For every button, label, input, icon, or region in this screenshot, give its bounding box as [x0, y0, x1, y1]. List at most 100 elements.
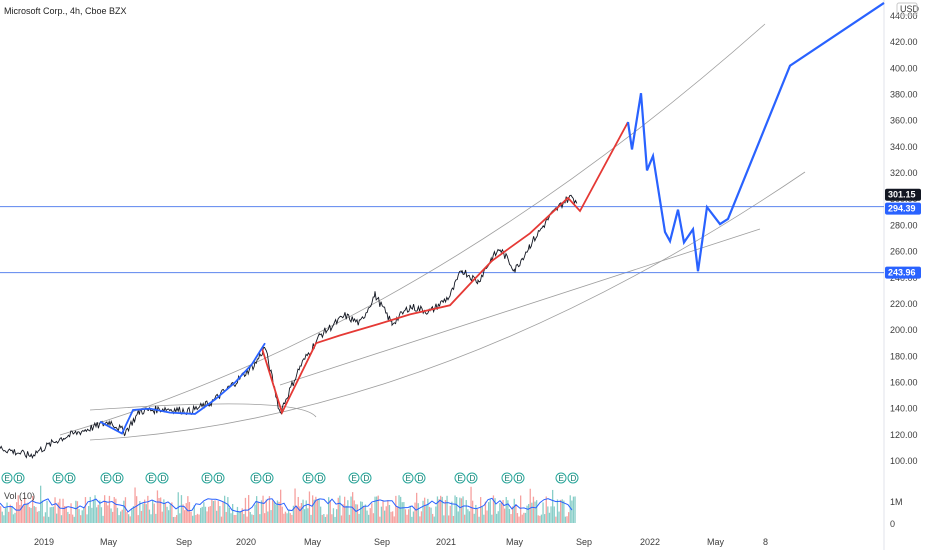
volume-bar [20, 499, 23, 523]
volume-bar [160, 497, 162, 523]
volume-bar [140, 510, 143, 523]
time-axis-tick: Sep [576, 537, 592, 547]
volume-bar [536, 500, 538, 523]
volume-bar [537, 515, 539, 523]
volume-bar [246, 516, 248, 523]
volume-bar [574, 496, 576, 523]
volume-bar [248, 495, 250, 523]
event-badge [555, 472, 567, 484]
volume-bar [505, 497, 507, 523]
volume-bar [124, 497, 127, 523]
price-axis-tick: 360.00 [890, 116, 918, 126]
chart-title: Microsoft Corp., 4h, Cboe BZX [4, 6, 127, 16]
event-badge-label: D [68, 474, 74, 483]
volume-bar [459, 497, 461, 523]
volume-bar [88, 506, 90, 523]
volume-bar [51, 506, 53, 523]
volume-bar [216, 510, 218, 523]
event-badge-label: D [418, 474, 424, 483]
volume-bar [22, 505, 24, 523]
volume-bar [520, 495, 522, 523]
volume-bar [531, 502, 533, 523]
event-badge-label: D [470, 474, 476, 483]
price-axis-tick: 160.00 [890, 377, 918, 387]
volume-bar [188, 502, 191, 523]
event-badge [100, 472, 112, 484]
volume-bar [404, 509, 407, 523]
volume-bar [187, 496, 189, 523]
volume-bar [99, 500, 101, 523]
volume-bar [232, 504, 234, 523]
volume-bar [390, 511, 392, 523]
volume-bar [361, 501, 363, 523]
volume-bar [475, 504, 477, 523]
horizontal-levels[interactable] [0, 206, 884, 274]
volume-bar [16, 502, 18, 523]
volume-bar [17, 495, 19, 523]
volume-bar [57, 502, 59, 523]
volume-bar [318, 498, 320, 523]
volume-bar [464, 514, 466, 523]
time-axis-tick: Sep [176, 537, 192, 547]
volume-bar [158, 497, 160, 523]
price-tag-box [885, 266, 921, 279]
volume-bar [68, 513, 71, 523]
volume-bar [560, 499, 562, 523]
volume-bar [436, 496, 439, 523]
volume-bar [486, 510, 488, 523]
volume-bar [345, 505, 347, 523]
volume-bar [203, 502, 205, 523]
volume-bar [308, 491, 311, 523]
volume-bar [48, 516, 50, 523]
volume-bar [19, 504, 21, 523]
volume-bar [561, 499, 563, 523]
event-badge [1, 472, 13, 484]
volume-bar [134, 487, 136, 523]
volume-bar [81, 510, 83, 523]
price-line [0, 194, 578, 459]
volume-bar [240, 511, 242, 523]
price-axis-tick: 220.00 [890, 299, 918, 309]
event-badge-label: E [352, 474, 357, 483]
volume-bar [502, 499, 504, 523]
event-badge [414, 472, 426, 484]
volume-bar [438, 499, 440, 523]
price-axis: 440.00 420.00 400.00 380.00 360.00 340.00 320.… [890, 2, 920, 529]
volume-bar [52, 506, 55, 523]
volume-bar [427, 498, 429, 523]
price-axis-tick: 340.00 [890, 142, 918, 152]
volume-bar [292, 505, 295, 523]
event-badge [213, 472, 225, 484]
volume-bar [572, 496, 575, 523]
volume-bar [132, 506, 135, 523]
time-axis-tick: May [100, 537, 118, 547]
volume-bar [236, 506, 239, 523]
volume-bar [12, 514, 15, 523]
volume-bar [297, 496, 299, 523]
time-axis-tick: Sep [374, 537, 390, 547]
volume-bar [507, 500, 509, 523]
volume-bar [355, 504, 357, 523]
volume-bar [211, 499, 213, 523]
volume-bar [564, 516, 567, 523]
price-tags: 301.15 294.39 243.96 [885, 188, 921, 279]
event-badge-label: E [149, 474, 154, 483]
volume-bar [374, 496, 376, 523]
volume-bar [148, 509, 151, 523]
volume-bar [422, 500, 424, 523]
volume-bar [384, 510, 386, 523]
price-axis-tick: 400.00 [890, 63, 918, 73]
volume-bar [363, 505, 365, 523]
volume-bar [4, 507, 7, 523]
volume-bar [86, 514, 88, 523]
volume-bar [336, 509, 338, 523]
volume-bar [432, 513, 434, 523]
volume-bar [44, 512, 47, 523]
event-badge-label: D [161, 474, 167, 483]
volume-bar [476, 508, 479, 523]
volume-bar [286, 513, 288, 523]
volume-bar [75, 500, 77, 523]
volume-bar [284, 511, 287, 523]
volume-bar [156, 490, 159, 523]
